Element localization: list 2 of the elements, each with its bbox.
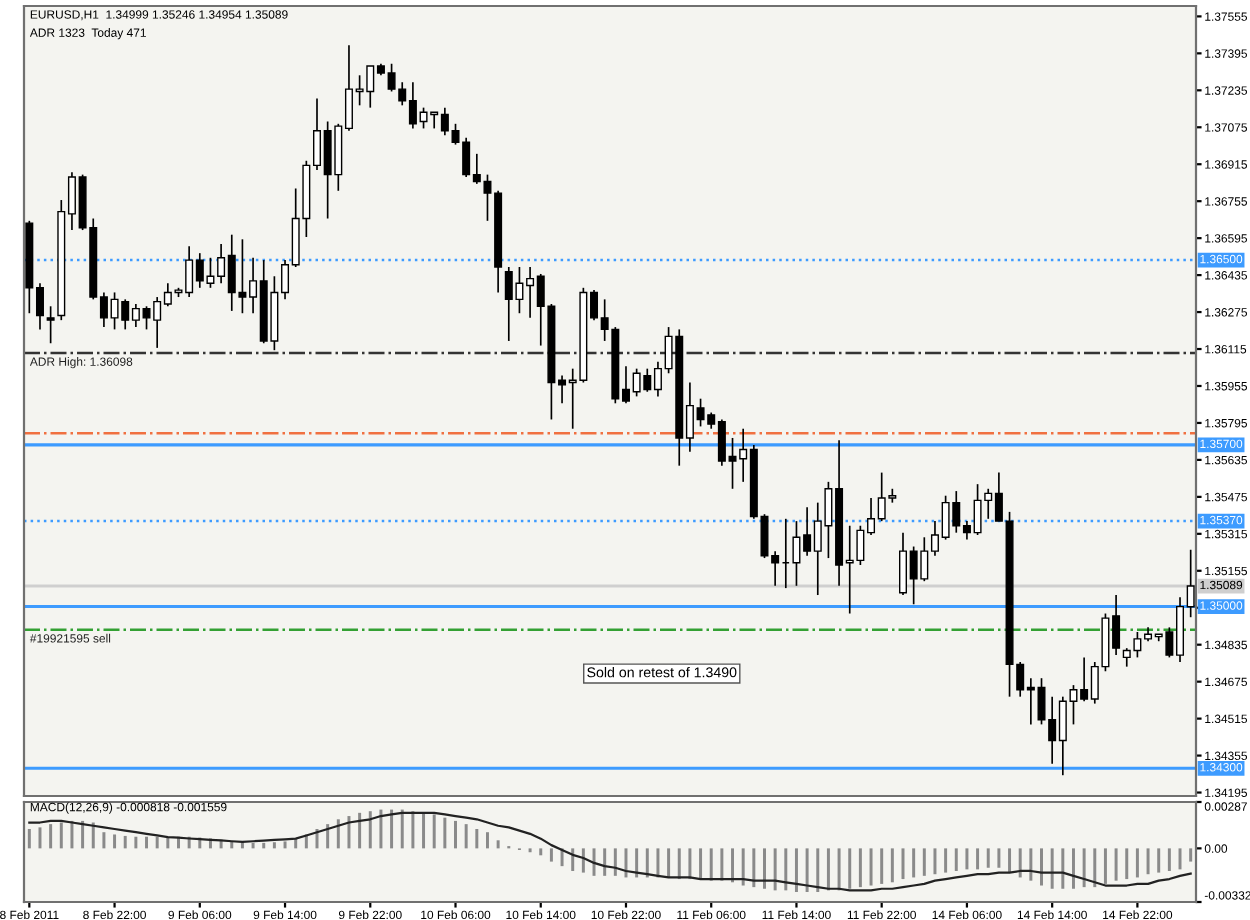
line-series (28, 811, 1192, 892)
candlestick (46, 305, 55, 345)
